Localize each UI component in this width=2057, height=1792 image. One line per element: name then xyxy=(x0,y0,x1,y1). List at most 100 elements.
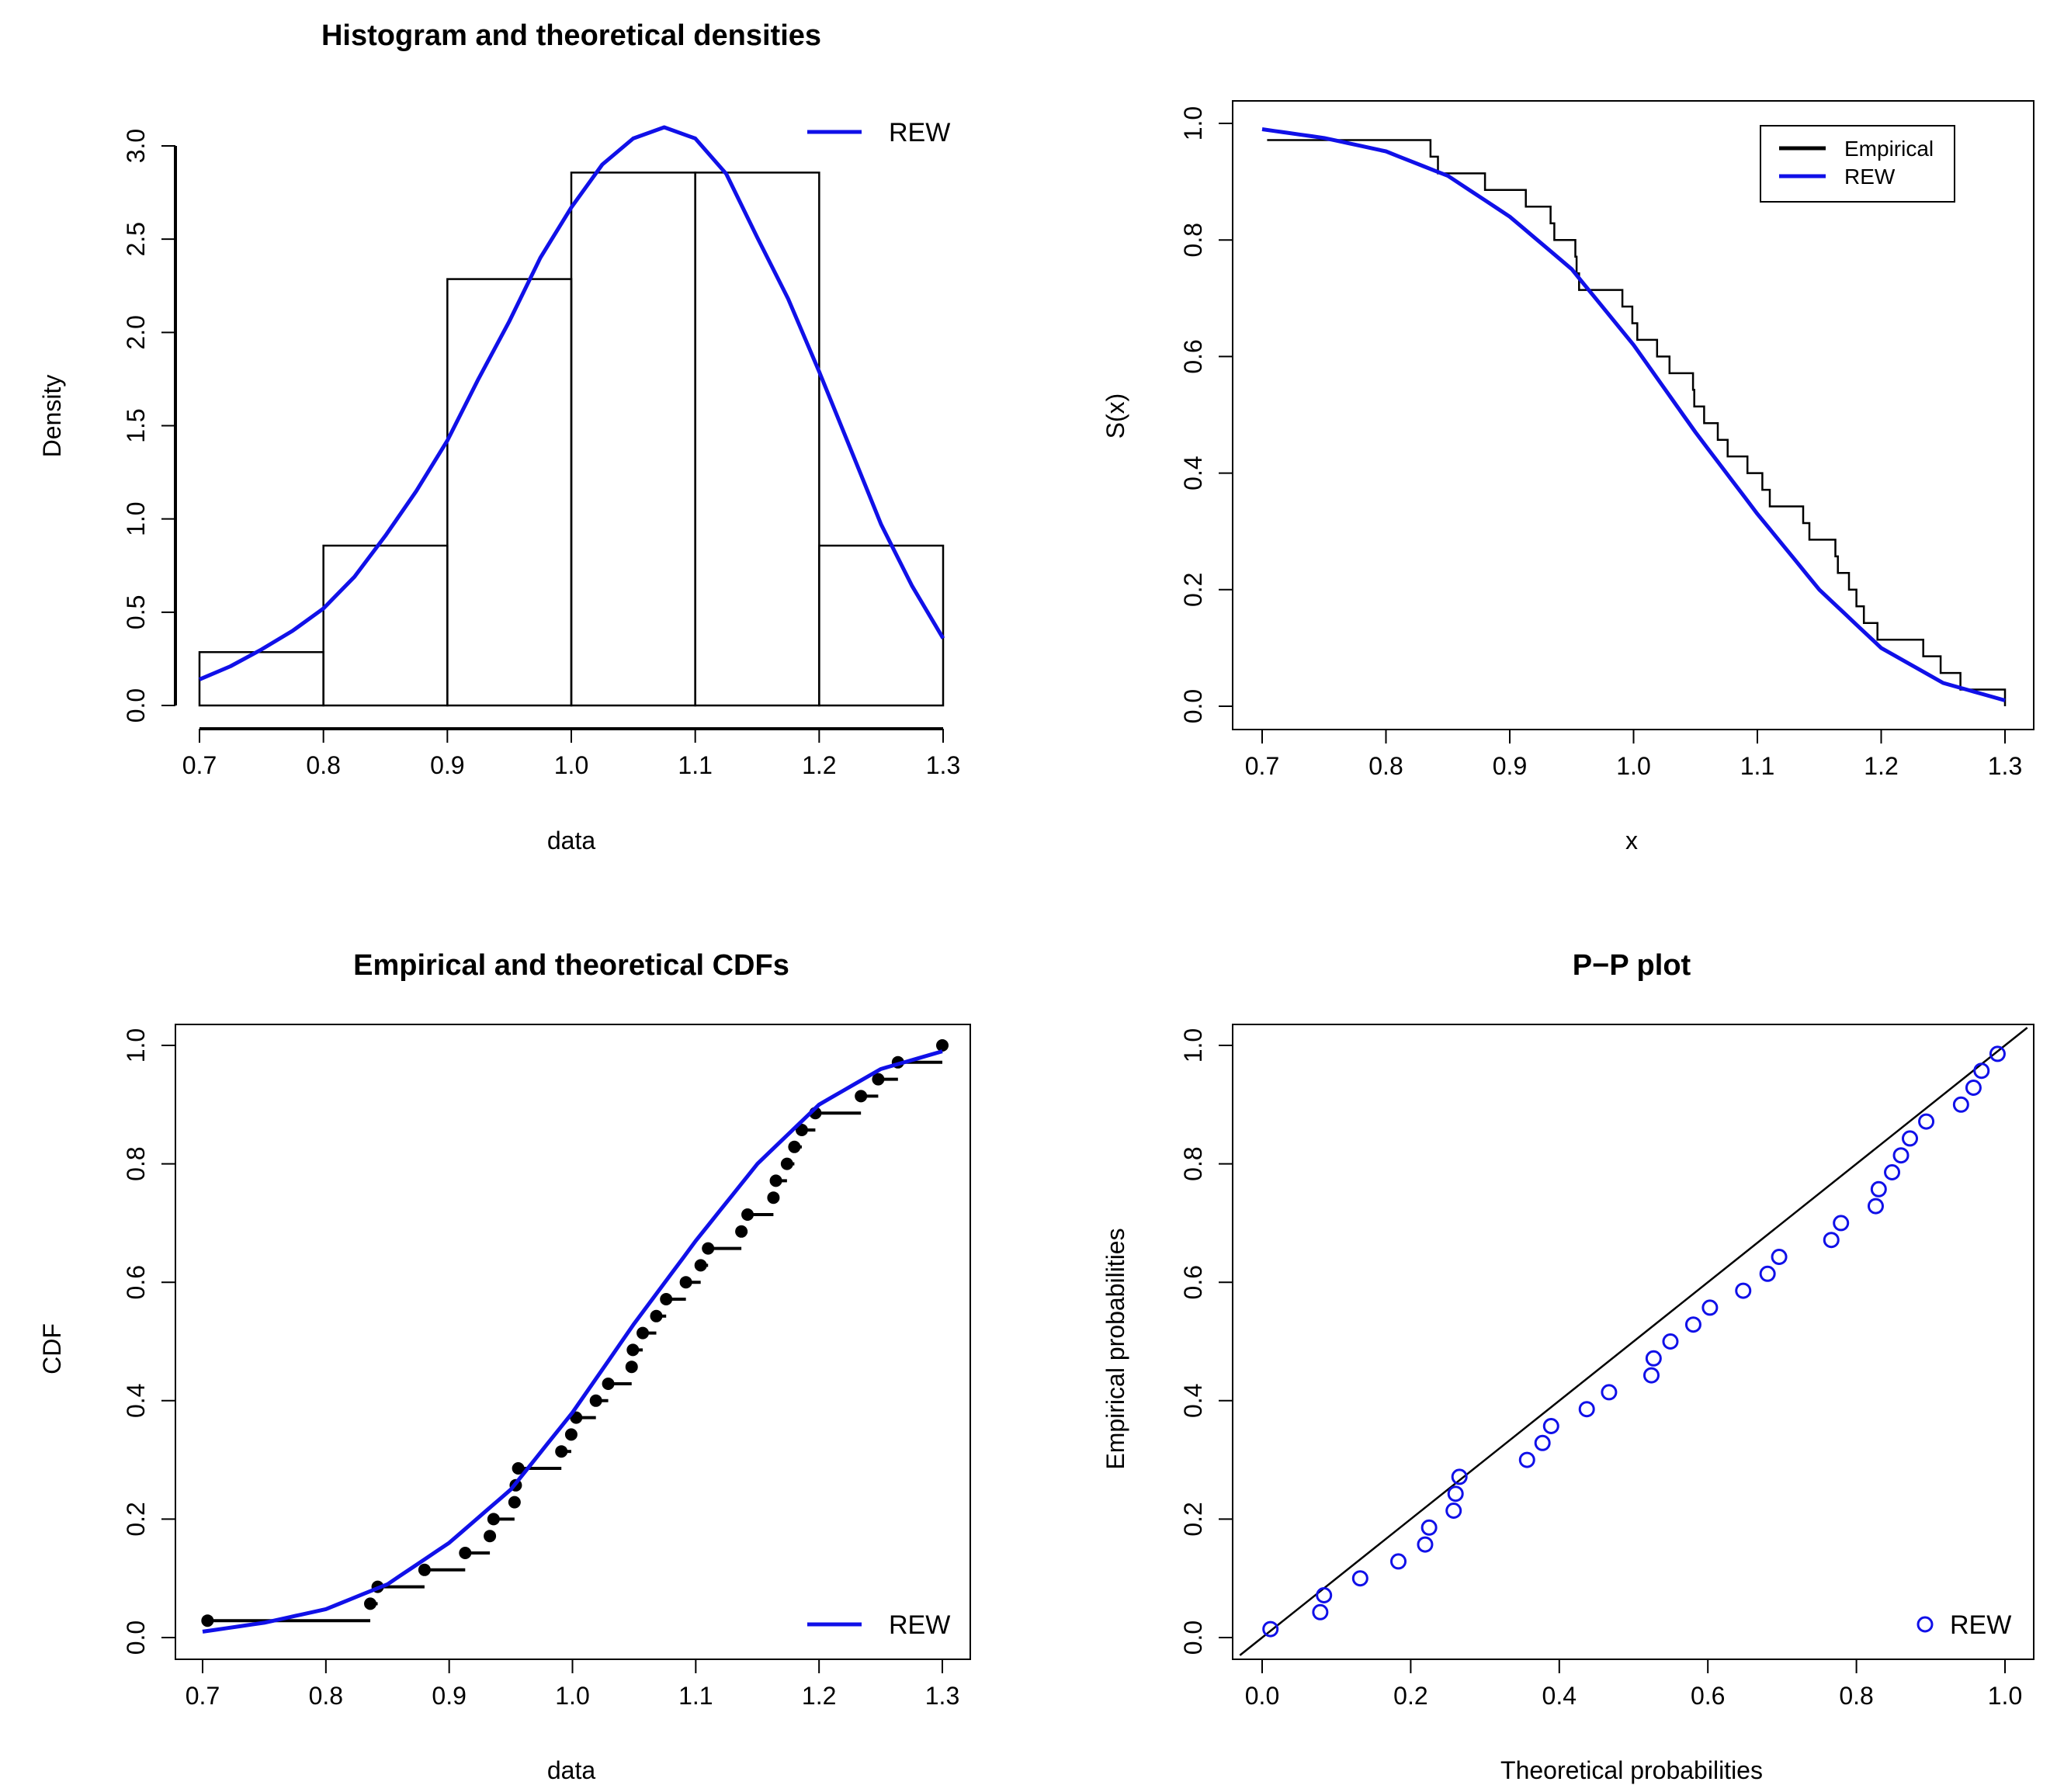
histogram-bar xyxy=(446,278,573,707)
cdf-empirical-point xyxy=(780,1157,793,1170)
cdf-empirical-point xyxy=(855,1090,868,1103)
pp-y-tick-label: 0.8 xyxy=(1179,1146,1207,1180)
cdf-legend-label: REW xyxy=(889,1610,950,1640)
survival-x-tick-label: 0.7 xyxy=(1245,752,1279,780)
cdf-y-tick-label: 0.0 xyxy=(122,1620,150,1655)
pp-point xyxy=(1965,1080,1982,1096)
cdf-empirical-point xyxy=(589,1394,602,1407)
survival-x-tick-label: 0.8 xyxy=(1368,752,1403,780)
histogram-y-tick-label: 2.5 xyxy=(122,222,150,256)
pp-point xyxy=(1884,1164,1901,1180)
pp-x-tick-label: 1.0 xyxy=(1988,1682,2022,1710)
cdf-ylabel: CDF xyxy=(38,1323,66,1374)
pp-point xyxy=(1735,1282,1752,1299)
cdf-empirical-point xyxy=(788,1140,801,1153)
pp-point xyxy=(1312,1603,1329,1620)
pp-point xyxy=(1892,1147,1910,1164)
pp-y-tick-label: 0.2 xyxy=(1179,1502,1207,1536)
pp-legend-label: REW xyxy=(1950,1610,2011,1640)
survival-y-tick-label: 1.0 xyxy=(1179,106,1207,140)
pp-x-tick-label: 0.6 xyxy=(1691,1682,1725,1710)
pp-point xyxy=(1262,1620,1279,1638)
cdf-empirical-point xyxy=(936,1039,949,1052)
pp-legend-marker xyxy=(1917,1616,1934,1633)
histogram-y-tick-label: 1.5 xyxy=(122,408,150,442)
pp-point xyxy=(1833,1215,1850,1232)
cdf-empirical-point xyxy=(795,1124,808,1136)
pp-y-tick-label: 0.4 xyxy=(1179,1384,1207,1418)
histogram-y-tick-label: 0.0 xyxy=(122,688,150,723)
histogram-density-curve xyxy=(199,125,945,681)
pp-y-tick-label: 1.0 xyxy=(1179,1028,1207,1062)
histogram-ylabel: Density xyxy=(38,375,66,458)
pp-point xyxy=(1645,1350,1662,1367)
pp-point xyxy=(1542,1418,1559,1434)
survival-empirical-step xyxy=(1267,139,2007,706)
cdf-empirical-point xyxy=(564,1428,578,1441)
pp-point xyxy=(1684,1316,1701,1333)
pp-point xyxy=(1771,1249,1788,1265)
cdf-x-tick-label: 0.9 xyxy=(432,1682,466,1710)
cdf-empirical-point xyxy=(602,1378,615,1390)
pp-point xyxy=(1918,1113,1935,1130)
pp-point xyxy=(1451,1468,1468,1485)
histogram-legend: REW xyxy=(807,118,950,147)
cdf-empirical-point xyxy=(741,1208,754,1221)
cdf-empirical-point xyxy=(555,1445,568,1458)
survival-y-tick-label: 0.2 xyxy=(1179,573,1207,607)
survival-x-tick-label: 1.3 xyxy=(1988,752,2022,780)
cdf-empirical-point xyxy=(694,1259,707,1272)
pp-point xyxy=(1759,1265,1776,1282)
cdf-empirical-point xyxy=(364,1597,377,1610)
pp-reference-line xyxy=(1239,1027,2028,1656)
cdf-empirical-point xyxy=(769,1174,782,1187)
pp-point xyxy=(1420,1519,1438,1536)
survival-panel: 0.7 0.8 0.9 1.0 1.1 1.2 1.3 0.0 0.2 0.4 0.6 0.8 1.0 xyxy=(1179,100,2034,780)
cdf-x-tick-label: 0.8 xyxy=(309,1682,343,1710)
histogram-x-tick-label: 1.0 xyxy=(554,751,588,779)
histogram-legend-label: REW xyxy=(889,118,950,147)
cdf-legend: REW xyxy=(807,1610,950,1640)
pp-legend: REW xyxy=(1917,1610,2011,1640)
histogram-x-tick-label: 0.9 xyxy=(430,751,464,779)
histogram-y-tick-label: 3.0 xyxy=(122,129,150,163)
pp-point xyxy=(1989,1045,2006,1062)
cdf-empirical-point xyxy=(735,1225,748,1238)
cdf-x-tick-label: 1.0 xyxy=(555,1682,589,1710)
survival-x-tick-label: 1.0 xyxy=(1616,752,1650,780)
histogram-bar xyxy=(818,544,945,707)
pp-point xyxy=(1642,1367,1660,1384)
pp-x-tick-label: 0.0 xyxy=(1245,1682,1279,1710)
pp-ylabel: Empirical probabilities xyxy=(1101,1228,1129,1469)
pp-panel: 0.0 0.2 0.4 0.6 0.8 1.0 0.0 0.2 0.4 0.6 0.8 1.0 xyxy=(1179,1024,2034,1710)
cdf-y-tick-label: 0.4 xyxy=(122,1384,150,1418)
histogram-y-tick-label: 1.0 xyxy=(122,501,150,536)
pp-point xyxy=(1518,1451,1535,1468)
pp-point xyxy=(1701,1299,1719,1316)
cdf-empirical-point xyxy=(679,1276,692,1289)
pp-point xyxy=(1870,1180,1887,1198)
pp-point xyxy=(1417,1536,1434,1553)
survival-y-tick-label: 0.6 xyxy=(1179,339,1207,373)
survival-legend-box xyxy=(1760,125,1955,203)
pp-point xyxy=(1390,1553,1407,1570)
cdf-model-curve xyxy=(202,1049,943,1634)
cdf-x-tick-label: 1.2 xyxy=(802,1682,836,1710)
pp-point xyxy=(1578,1401,1595,1418)
pp-x-tick-label: 0.2 xyxy=(1393,1682,1427,1710)
cdf-title: Empirical and theoretical CDFs xyxy=(353,949,789,982)
cdf-y-tick-label: 1.0 xyxy=(122,1028,150,1062)
survival-x-tick-label: 1.1 xyxy=(1740,752,1774,780)
histogram-xlabel: data xyxy=(547,827,595,854)
histogram-bar xyxy=(322,544,449,707)
pp-point xyxy=(1952,1096,1969,1113)
survival-legend: Empirical REW xyxy=(1760,125,1955,203)
survival-y-tick-label: 0.4 xyxy=(1179,456,1207,490)
pp-point xyxy=(1447,1485,1464,1503)
cdf-empirical-point xyxy=(512,1462,525,1475)
pp-point xyxy=(1534,1434,1551,1451)
cdf-empirical-point xyxy=(487,1513,500,1526)
cdf-empirical-point xyxy=(767,1191,780,1204)
cdf-empirical-point xyxy=(626,1343,640,1357)
